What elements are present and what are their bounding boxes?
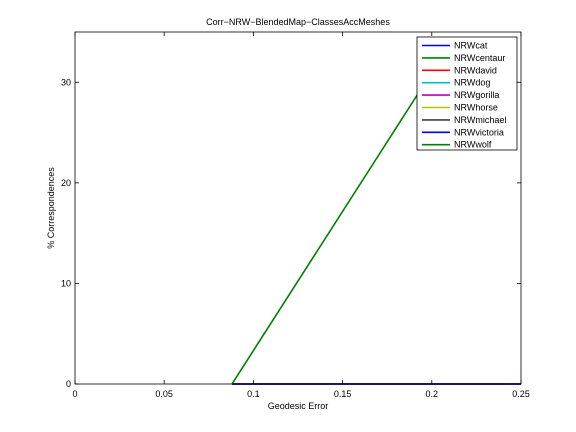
legend-label: NRWmichael (454, 115, 506, 125)
legend-label: NRWcat (454, 41, 488, 51)
legend-label: NRWhorse (454, 103, 498, 113)
x-tick-label: 0.2 (426, 389, 439, 399)
legend-label: NRWvictoria (454, 127, 504, 137)
y-tick-label: 0 (66, 379, 71, 389)
x-tick-label: 0.25 (512, 389, 530, 399)
x-axis-label: Geodesic Error (268, 401, 329, 411)
legend-label: NRWdog (454, 78, 490, 88)
x-tick-label: 0.05 (155, 389, 173, 399)
legend: NRWcat NRWcentaur NRWdavid NRWdog NRWgorilla… (417, 37, 517, 150)
x-tick-label: 0 (72, 389, 77, 399)
y-tick-label: 20 (61, 178, 71, 188)
chart-title: Corr−NRW−BlendedMap−ClassesAccMeshes (206, 17, 390, 27)
legend-label: NRWdavid (454, 65, 497, 75)
legend-label: NRWgorilla (454, 90, 499, 100)
y-tick-label: 30 (61, 77, 71, 87)
x-tick-label: 0.15 (334, 389, 352, 399)
y-axis-label: % Correspondences (46, 167, 56, 249)
legend-label: NRWwolf (454, 140, 492, 150)
y-tick-label: 10 (61, 278, 71, 288)
x-tick-label: 0.1 (247, 389, 260, 399)
legend-label: NRWcentaur (454, 53, 505, 63)
